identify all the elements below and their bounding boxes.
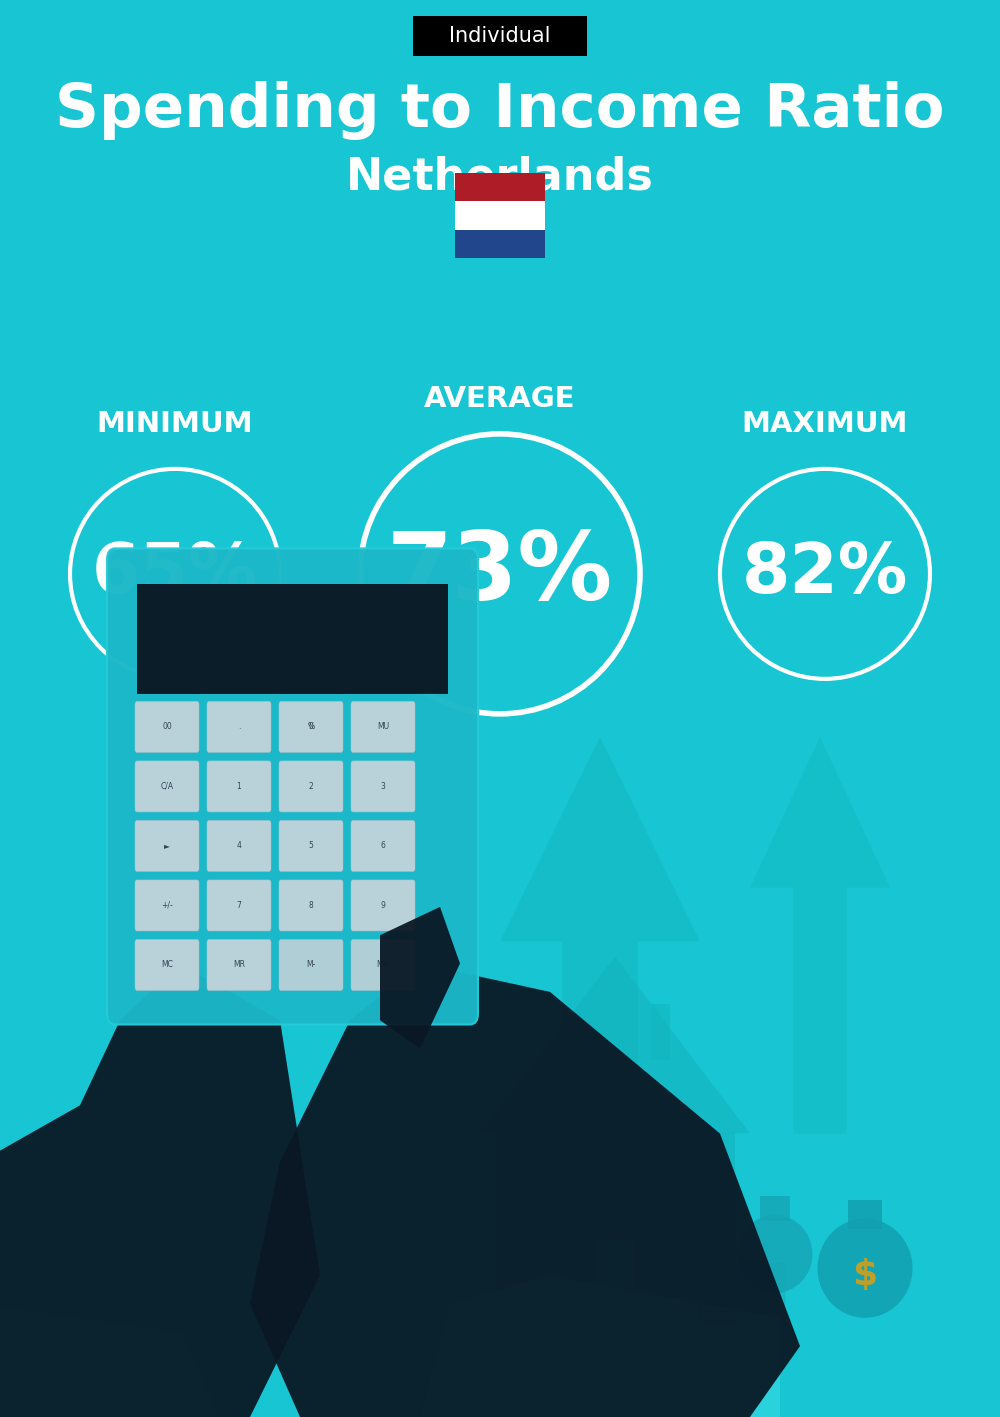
Polygon shape bbox=[380, 907, 460, 1049]
FancyBboxPatch shape bbox=[137, 584, 448, 694]
Text: 3: 3 bbox=[381, 782, 385, 791]
Text: 2: 2 bbox=[309, 782, 313, 791]
Text: 9: 9 bbox=[381, 901, 385, 910]
FancyBboxPatch shape bbox=[413, 16, 587, 55]
Text: +/-: +/- bbox=[161, 901, 173, 910]
FancyBboxPatch shape bbox=[107, 548, 478, 1024]
FancyBboxPatch shape bbox=[700, 1302, 785, 1311]
Text: MU: MU bbox=[377, 723, 389, 731]
Polygon shape bbox=[750, 737, 890, 1134]
FancyBboxPatch shape bbox=[651, 1005, 670, 1060]
FancyBboxPatch shape bbox=[135, 880, 199, 931]
FancyBboxPatch shape bbox=[207, 701, 271, 752]
FancyBboxPatch shape bbox=[279, 880, 343, 931]
Polygon shape bbox=[480, 956, 750, 1134]
Text: 65%: 65% bbox=[92, 540, 258, 608]
Text: M+: M+ bbox=[376, 961, 390, 969]
FancyBboxPatch shape bbox=[700, 1263, 785, 1271]
Text: Individual: Individual bbox=[449, 26, 551, 47]
FancyBboxPatch shape bbox=[351, 820, 415, 871]
FancyBboxPatch shape bbox=[351, 701, 415, 752]
Polygon shape bbox=[420, 1275, 780, 1417]
Text: Netherlands: Netherlands bbox=[346, 156, 654, 198]
Polygon shape bbox=[0, 964, 320, 1417]
FancyBboxPatch shape bbox=[848, 1200, 882, 1229]
FancyBboxPatch shape bbox=[135, 939, 199, 990]
FancyBboxPatch shape bbox=[700, 1272, 785, 1281]
FancyBboxPatch shape bbox=[760, 1196, 790, 1221]
Text: 5: 5 bbox=[309, 842, 313, 850]
FancyBboxPatch shape bbox=[596, 1238, 634, 1325]
Text: ►: ► bbox=[164, 842, 170, 850]
FancyBboxPatch shape bbox=[207, 939, 271, 990]
Text: MR: MR bbox=[233, 961, 245, 969]
FancyBboxPatch shape bbox=[455, 173, 545, 201]
Text: %: % bbox=[307, 723, 315, 731]
Polygon shape bbox=[500, 737, 700, 1275]
FancyBboxPatch shape bbox=[207, 761, 271, 812]
Text: 73%: 73% bbox=[387, 529, 613, 619]
Text: Spending to Income Ratio: Spending to Income Ratio bbox=[55, 81, 945, 140]
FancyBboxPatch shape bbox=[279, 820, 343, 871]
Text: 4: 4 bbox=[237, 842, 241, 850]
Text: C/A: C/A bbox=[160, 782, 174, 791]
FancyBboxPatch shape bbox=[495, 1134, 735, 1325]
Text: 6: 6 bbox=[381, 842, 385, 850]
Text: 00: 00 bbox=[162, 723, 172, 731]
FancyBboxPatch shape bbox=[700, 1292, 785, 1301]
Text: AVERAGE: AVERAGE bbox=[424, 384, 576, 412]
Text: 8: 8 bbox=[309, 901, 313, 910]
Text: 82%: 82% bbox=[742, 540, 908, 608]
FancyBboxPatch shape bbox=[351, 761, 415, 812]
FancyBboxPatch shape bbox=[700, 1282, 785, 1291]
FancyBboxPatch shape bbox=[135, 820, 199, 871]
FancyBboxPatch shape bbox=[135, 701, 199, 752]
FancyBboxPatch shape bbox=[279, 701, 343, 752]
Text: .: . bbox=[238, 723, 240, 731]
FancyBboxPatch shape bbox=[351, 880, 415, 931]
FancyBboxPatch shape bbox=[455, 230, 545, 258]
FancyBboxPatch shape bbox=[279, 761, 343, 812]
Text: 1: 1 bbox=[237, 782, 241, 791]
FancyBboxPatch shape bbox=[135, 761, 199, 812]
FancyBboxPatch shape bbox=[455, 201, 545, 230]
Text: $: $ bbox=[852, 1258, 878, 1292]
FancyBboxPatch shape bbox=[207, 820, 271, 871]
FancyBboxPatch shape bbox=[351, 939, 415, 990]
FancyBboxPatch shape bbox=[700, 1312, 785, 1321]
Text: 0: 0 bbox=[309, 723, 313, 731]
Text: 7: 7 bbox=[237, 901, 241, 910]
Polygon shape bbox=[0, 1304, 220, 1417]
FancyBboxPatch shape bbox=[279, 939, 343, 990]
Text: MC: MC bbox=[161, 961, 173, 969]
Ellipse shape bbox=[738, 1214, 812, 1292]
Text: MAXIMUM: MAXIMUM bbox=[742, 410, 908, 438]
Ellipse shape bbox=[818, 1219, 912, 1318]
Text: MINIMUM: MINIMUM bbox=[97, 410, 253, 438]
Text: M-: M- bbox=[306, 961, 316, 969]
Polygon shape bbox=[250, 964, 800, 1417]
FancyBboxPatch shape bbox=[207, 880, 271, 931]
